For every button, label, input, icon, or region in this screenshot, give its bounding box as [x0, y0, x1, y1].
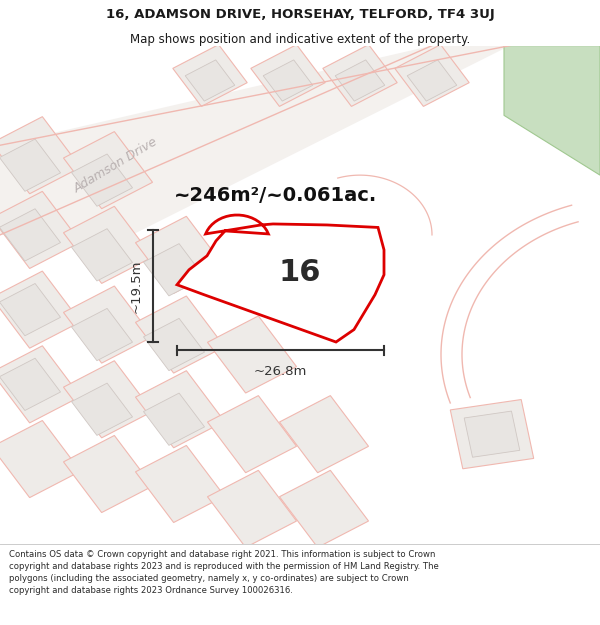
Polygon shape	[64, 286, 152, 363]
Polygon shape	[136, 216, 224, 293]
Polygon shape	[143, 244, 205, 296]
Text: ~19.5m: ~19.5m	[129, 259, 142, 312]
Polygon shape	[71, 229, 133, 281]
Polygon shape	[136, 371, 224, 448]
Polygon shape	[407, 60, 457, 101]
Polygon shape	[395, 44, 469, 106]
Polygon shape	[464, 411, 520, 458]
Polygon shape	[280, 471, 368, 548]
Text: 16, ADAMSON DRIVE, HORSEHAY, TELFORD, TF4 3UJ: 16, ADAMSON DRIVE, HORSEHAY, TELFORD, TF…	[106, 8, 494, 21]
Polygon shape	[504, 46, 600, 175]
Text: ~246m²/~0.061ac.: ~246m²/~0.061ac.	[175, 186, 377, 204]
Polygon shape	[177, 215, 384, 342]
Polygon shape	[0, 46, 510, 235]
Polygon shape	[143, 318, 205, 371]
Polygon shape	[71, 154, 133, 206]
Polygon shape	[173, 44, 247, 106]
Polygon shape	[263, 60, 313, 101]
Polygon shape	[208, 316, 296, 393]
Polygon shape	[251, 44, 325, 106]
Polygon shape	[0, 421, 80, 498]
Polygon shape	[450, 399, 534, 469]
Polygon shape	[208, 471, 296, 548]
Text: Adamson Drive: Adamson Drive	[72, 135, 161, 196]
Polygon shape	[64, 436, 152, 512]
Polygon shape	[64, 206, 152, 283]
Polygon shape	[71, 308, 133, 361]
Polygon shape	[208, 396, 296, 472]
Polygon shape	[0, 209, 61, 261]
Polygon shape	[136, 446, 224, 522]
Text: Map shows position and indicative extent of the property.: Map shows position and indicative extent…	[130, 33, 470, 46]
Polygon shape	[71, 383, 133, 436]
Polygon shape	[143, 393, 205, 446]
Polygon shape	[64, 132, 152, 209]
Polygon shape	[0, 117, 80, 194]
Polygon shape	[0, 139, 61, 191]
Polygon shape	[185, 60, 235, 101]
Text: ~26.8m: ~26.8m	[254, 366, 307, 378]
Polygon shape	[0, 284, 61, 336]
Polygon shape	[0, 346, 80, 423]
Text: Contains OS data © Crown copyright and database right 2021. This information is : Contains OS data © Crown copyright and d…	[9, 550, 439, 594]
Polygon shape	[323, 44, 397, 106]
Polygon shape	[0, 191, 80, 269]
Polygon shape	[136, 296, 224, 373]
Polygon shape	[64, 361, 152, 438]
Polygon shape	[0, 358, 61, 411]
Text: 16: 16	[279, 258, 321, 287]
Polygon shape	[280, 396, 368, 472]
Polygon shape	[335, 60, 385, 101]
Polygon shape	[0, 271, 80, 348]
